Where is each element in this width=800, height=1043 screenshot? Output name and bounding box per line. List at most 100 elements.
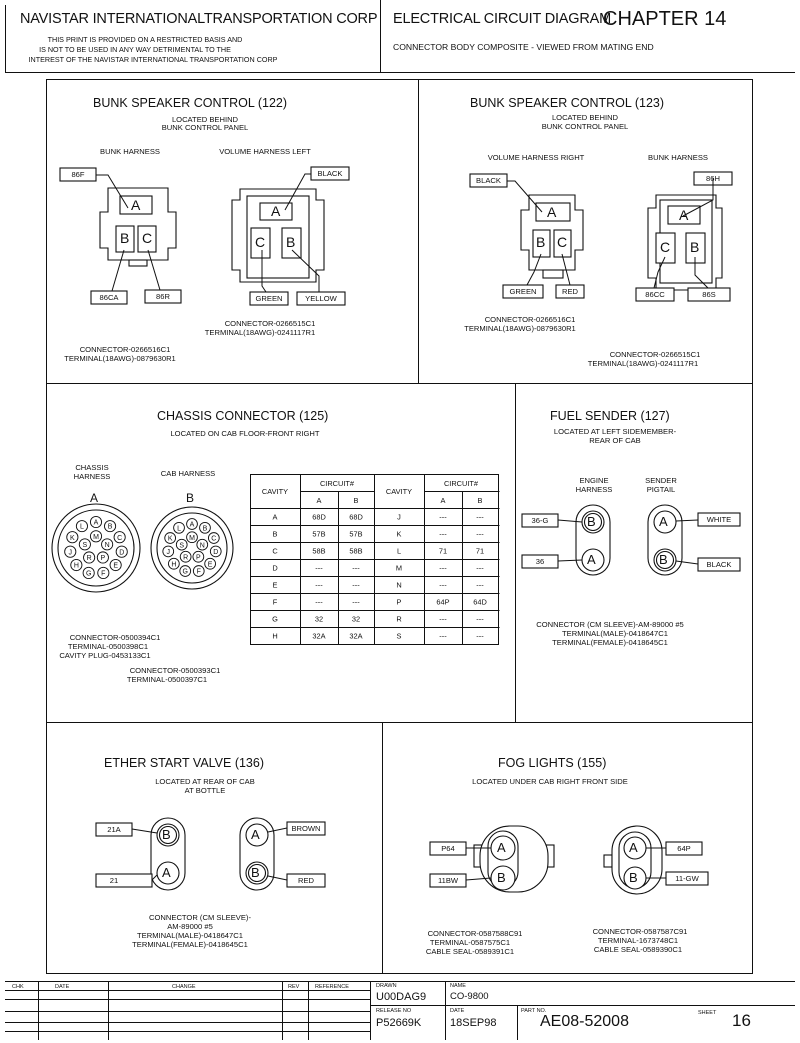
chassis-b-pin-S <box>175 538 188 551</box>
fuel-location-1: LOCATED AT LEFT SIDEMEMBER- <box>553 427 677 436</box>
bunk122-connector-right-2: TERMINAL(18AWG)-0241117R1 <box>204 328 316 337</box>
fog-cavity-a-left: A <box>497 840 506 855</box>
chassis-b-pin-L <box>173 521 185 534</box>
bunk122-cavity-c-right: C <box>255 234 266 250</box>
bunk122-cavity-a-left: A <box>131 197 141 213</box>
table-cell-a-S: --- <box>439 632 447 641</box>
table-cell-a-G: 32 <box>315 615 323 624</box>
title-block-lines <box>5 981 795 1040</box>
bunk122-cavity-b-right: B <box>286 234 296 250</box>
chassis-a-pin-J <box>64 545 77 558</box>
bunk122-connector-left-2: TERMINAL(18AWG)-0879630R1 <box>64 354 176 363</box>
disclaimer-line-3: INTEREST OF THE NAVISTAR INTERNATIONAL T… <box>28 55 278 64</box>
chassis-connector-b-1: CONNECTOR-0500393C1 <box>129 666 221 675</box>
bunk123-left-harness-label: VOLUME HARNESS RIGHT <box>487 153 585 162</box>
chassis-a-pin-label-R: R <box>87 555 92 562</box>
chassis-a-pin-label-C: C <box>117 535 122 542</box>
bunk123-connector-left-2: TERMINAL(18AWG)-0879630R1 <box>464 324 576 333</box>
table-cell-a-J: --- <box>439 513 447 522</box>
bunk122-connector-right-1: CONNECTOR-0266515C1 <box>224 319 316 328</box>
fuel-cavity-a-right: A <box>659 514 668 529</box>
table-cell-cavity-S: S <box>397 632 402 641</box>
ether-title: ETHER START VALVE (136) <box>104 756 265 770</box>
fuel-right-label-2: PIGTAIL <box>646 485 676 494</box>
tb-date-label: DATE <box>55 984 70 990</box>
fuel-left-label-1: ENGINE <box>579 476 609 485</box>
tb-name-label: NAME <box>450 983 466 989</box>
chassis-b-pin-H <box>168 557 180 570</box>
bunk123-connector-right-1: CONNECTOR-0266515C1 <box>609 350 701 359</box>
chassis-b-pin-label-F: F <box>197 569 201 576</box>
chassis-left-label-2: HARNESS <box>73 472 111 481</box>
chassis-b-pin-G <box>179 565 192 577</box>
fuel-cavity-b-left: B <box>587 514 596 529</box>
fuel-right-label-1: SENDER <box>645 476 677 485</box>
bunk122-location-1: LOCATED BEHIND <box>171 115 239 124</box>
table-cell-b-L: 71 <box>476 547 484 556</box>
fog-wire-p64: P64 <box>441 844 455 853</box>
ether-wire-21: 21 <box>109 876 119 885</box>
bunk122-cavity-b-left: B <box>120 230 130 246</box>
chassis-a-pin-label-K: K <box>70 535 75 542</box>
ether-connector-drawing <box>95 817 326 891</box>
ether-location-2: AT BOTTLE <box>184 786 226 795</box>
bunk123-location-2: BUNK CONTROL PANEL <box>541 122 629 131</box>
fog-cavity-a-right: A <box>629 840 638 855</box>
table-cell-b-G: 32 <box>352 615 360 624</box>
table-cell-a-L: 71 <box>439 547 447 556</box>
bunk122-wire-yellow: YELLOW <box>305 294 337 303</box>
table-cell-cavity-A: A <box>273 513 278 522</box>
table-a-header-right: A <box>441 496 446 505</box>
fuel-cavity-b-right: B <box>659 552 668 567</box>
table-cell-cavity-N: N <box>396 581 401 590</box>
chassis-b-pin-label-D: D <box>213 549 218 556</box>
header: NAVISTAR INTERNATIONALTRANSPORTATION COR… <box>0 0 800 72</box>
table-cell-a-B: 57B <box>312 530 325 539</box>
table-cell-cavity-F: F <box>273 598 278 607</box>
table-cell-a-M: --- <box>439 564 447 573</box>
table-cell-b-E: --- <box>352 581 360 590</box>
chassis-right-label: CAB HARNESS <box>160 469 216 478</box>
table-cell-b-A: 68D <box>349 513 363 522</box>
table-cell-b-C: 58B <box>349 547 362 556</box>
bunk123-cavity-a-right: A <box>679 207 689 223</box>
chassis-connector-b-2: TERMINAL-0500397C1 <box>126 675 208 684</box>
table-cell-a-A: 68D <box>312 513 326 522</box>
ether-wire-red: RED <box>297 876 315 885</box>
table-cell-b-R: --- <box>476 615 484 624</box>
chassis-b-pin-label-N: N <box>200 542 205 549</box>
fuel-connector-drawing <box>521 504 741 576</box>
ether-location-1: LOCATED AT REAR OF CAB <box>155 777 255 786</box>
chassis-b-pin-label-K: K <box>168 536 173 543</box>
tb-date2-label: DATE <box>450 1008 465 1014</box>
chassis-a-pin-label-L: L <box>80 524 84 531</box>
bunk123-cavity-c-right: C <box>660 239 671 255</box>
bunk123-wire-86cc: 86CC <box>645 290 665 299</box>
bunk122-connector-drawing <box>59 166 350 306</box>
chassis-b-pin-N <box>196 538 209 551</box>
table-circuit-header-left: CIRCUIT# <box>320 479 355 488</box>
table-cell-a-K: --- <box>439 530 447 539</box>
table-cell-a-H: 32A <box>312 632 325 641</box>
chassis-b-pin-A <box>186 518 198 530</box>
fog-wire-64p: 64P <box>677 844 691 853</box>
chassis-b-pin-R <box>179 550 192 563</box>
bunk122-connector-left-1: CONNECTOR-0266516C1 <box>79 345 171 354</box>
chassis-left-label-1: CHASSIS <box>75 463 109 472</box>
fog-location: LOCATED UNDER CAB RIGHT FRONT SIDE <box>472 777 628 786</box>
ether-wire-21a: 21A <box>107 825 121 834</box>
ether-cavity-a-right: A <box>251 827 260 842</box>
chassis-a-pin-label-J: J <box>69 549 73 556</box>
chassis-b-pin-P <box>192 550 205 563</box>
chassis-b-pin-label-R: R <box>183 554 188 561</box>
tb-name-value: CO-9800 <box>450 991 489 1002</box>
table-cell-cavity-D: D <box>272 564 277 573</box>
table-cell-cavity-C: C <box>272 547 278 556</box>
table-cell-cavity-J: J <box>397 513 401 522</box>
chassis-a-pin-label-P: P <box>101 555 106 562</box>
tb-sheet-label: SHEET <box>698 1010 717 1016</box>
chassis-b-pin-label-G: G <box>183 569 188 576</box>
table-cell-a-N: --- <box>439 581 447 590</box>
tb-date2-value: 18SEP98 <box>450 1017 497 1029</box>
table-b-header-right: B <box>478 496 483 505</box>
